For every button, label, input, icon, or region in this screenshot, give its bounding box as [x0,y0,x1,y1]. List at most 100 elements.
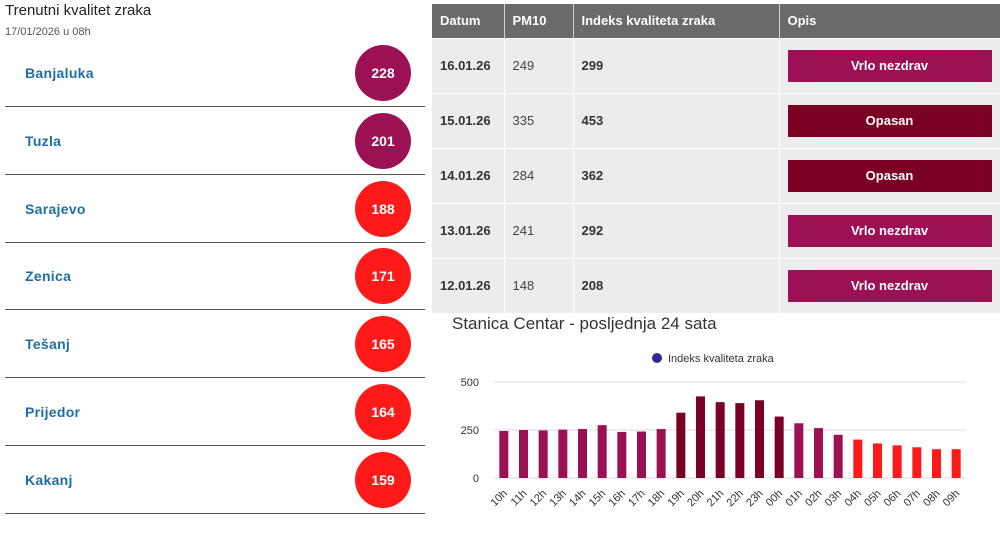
bar-15h[interactable] [597,425,607,478]
bar-14h[interactable] [578,429,587,478]
table-row: 16.01.26 249 299 Vrlo nezdrav [432,37,1000,93]
cell-description: Vrlo nezdrav [779,257,1000,313]
status-badge: Opasan [787,159,992,192]
aqi-badge: 228 [355,44,411,101]
aqi-badge: 188 [355,180,411,237]
bar-19h[interactable] [676,412,686,478]
city-row-sarajevo[interactable]: Sarajevo 188 [5,175,425,243]
x-tick-label: 11h [509,488,530,509]
city-name[interactable]: Tuzla [25,132,62,149]
x-tick-label: 03h [823,488,844,509]
x-tick-label: 09h [941,488,962,509]
cell-date: 13.01.26 [432,202,505,258]
status-badge: Opasan [787,104,992,137]
city-name[interactable]: Sarajevo [25,200,86,217]
city-row-tesanj[interactable]: Tešanj 165 [5,310,425,378]
bar-05h[interactable] [873,443,882,478]
cell-aqi: 362 [573,147,780,203]
bar-07h[interactable] [912,447,922,478]
bar-16h[interactable] [617,431,627,478]
bar-11h[interactable] [519,430,528,478]
bar-10h[interactable] [499,430,509,478]
bar-01h[interactable] [794,423,804,478]
column-header-date[interactable]: Datum [432,4,505,38]
city-name[interactable]: Banjaluka [25,64,94,81]
current-air-quality-panel: Trenutni kvalitet zraka 17/01/2026 u 08h… [0,0,430,537]
city-row-prijedor[interactable]: Prijedor 164 [5,378,425,446]
table-row: 14.01.26 284 362 Opasan [432,147,1000,203]
legend-label: Indeks kvaliteta zraka [668,353,775,365]
chart-title: Stanica Centar - posljednja 24 sata [452,314,717,333]
x-tick-label: 18h [646,488,667,509]
legend-marker-icon [652,353,662,363]
aqi-badge: 171 [355,247,411,304]
x-tick-label: 12h [528,488,549,509]
cell-aqi: 292 [573,202,780,258]
column-header-description[interactable]: Opis [779,4,1000,38]
status-badge: Vrlo nezdrav [787,49,992,82]
x-axis-ticks: 10h11h12h13h14h15h16h17h18h19h20h21h22h2… [488,488,962,509]
bar-21h[interactable] [715,402,725,478]
city-name[interactable]: Tešanj [25,335,71,352]
panel-date: 17/01/2026 u 08h [5,26,91,38]
city-name[interactable]: Zenica [25,267,72,284]
column-header-aqi[interactable]: Indeks kvaliteta zraka [573,4,780,38]
history-table-container: Datum PM10 Indeks kvaliteta zraka Opis 1… [432,4,1000,313]
city-row-banjaluka[interactable]: Banjaluka 228 [5,39,425,107]
x-tick-label: 01h [783,488,804,509]
bar-17h[interactable] [637,431,646,478]
x-tick-label: 08h [921,488,942,509]
city-row-kakanj[interactable]: Kakanj 159 [5,446,425,514]
bar-04h[interactable] [853,439,863,478]
x-tick-label: 16h [606,488,627,509]
history-table: Datum PM10 Indeks kvaliteta zraka Opis 1… [432,4,1000,313]
bar-03h[interactable] [833,434,843,478]
table-row: 12.01.26 148 208 Vrlo nezdrav [432,257,1000,313]
bar-09h[interactable] [951,449,961,478]
chart-bars [499,396,961,478]
cell-date: 16.01.26 [432,37,505,93]
bar-08h[interactable] [932,449,941,478]
x-tick-label: 04h [842,488,863,509]
bar-22h[interactable] [735,403,745,478]
x-tick-label: 07h [901,488,922,509]
status-badge: Vrlo nezdrav [787,269,992,302]
x-tick-label: 10h [488,488,509,509]
cell-description: Vrlo nezdrav [779,202,1000,258]
city-name[interactable]: Kakanj [25,471,73,488]
cell-aqi: 208 [573,257,780,313]
bar-02h[interactable] [814,428,823,478]
cell-pm10: 249 [504,37,574,93]
aqi-24h-bar-chart[interactable]: Indeks kvaliteta zraka 0 250 500 10h11h12h… [432,340,1000,537]
x-tick-label: 23h [744,488,765,509]
aqi-badge: 201 [355,112,411,169]
city-row-tuzla[interactable]: Tuzla 201 [5,107,425,175]
bar-06h[interactable] [892,445,902,478]
bar-18h[interactable] [656,429,666,478]
cell-pm10: 335 [504,92,574,148]
y-tick-label: 500 [461,377,479,389]
x-tick-label: 21h [705,488,726,509]
table-row: 13.01.26 241 292 Vrlo nezdrav [432,202,1000,258]
bar-23h[interactable] [755,400,764,478]
aqi-badge: 164 [355,383,411,440]
aqi-badge: 159 [355,451,411,508]
cell-description: Opasan [779,147,1000,203]
bar-13h[interactable] [558,429,568,478]
x-tick-label: 15h [587,488,608,509]
cell-description: Opasan [779,92,1000,148]
column-header-pm10[interactable]: PM10 [504,4,574,38]
aqi-badge: 165 [355,315,411,372]
city-row-zenica[interactable]: Zenica 171 [5,242,425,310]
bar-20h[interactable] [696,396,705,478]
bar-12h[interactable] [538,430,548,478]
table-header-row: Datum PM10 Indeks kvaliteta zraka Opis [432,4,1000,38]
bar-00h[interactable] [774,416,784,478]
x-tick-label: 05h [862,488,883,509]
panel-title: Trenutni kvalitet zraka [5,2,152,19]
x-tick-label: 00h [764,488,785,509]
x-tick-label: 17h [626,488,647,509]
chart-legend[interactable]: Indeks kvaliteta zraka [652,353,775,365]
cell-aqi: 299 [573,37,780,93]
city-name[interactable]: Prijedor [25,403,81,420]
